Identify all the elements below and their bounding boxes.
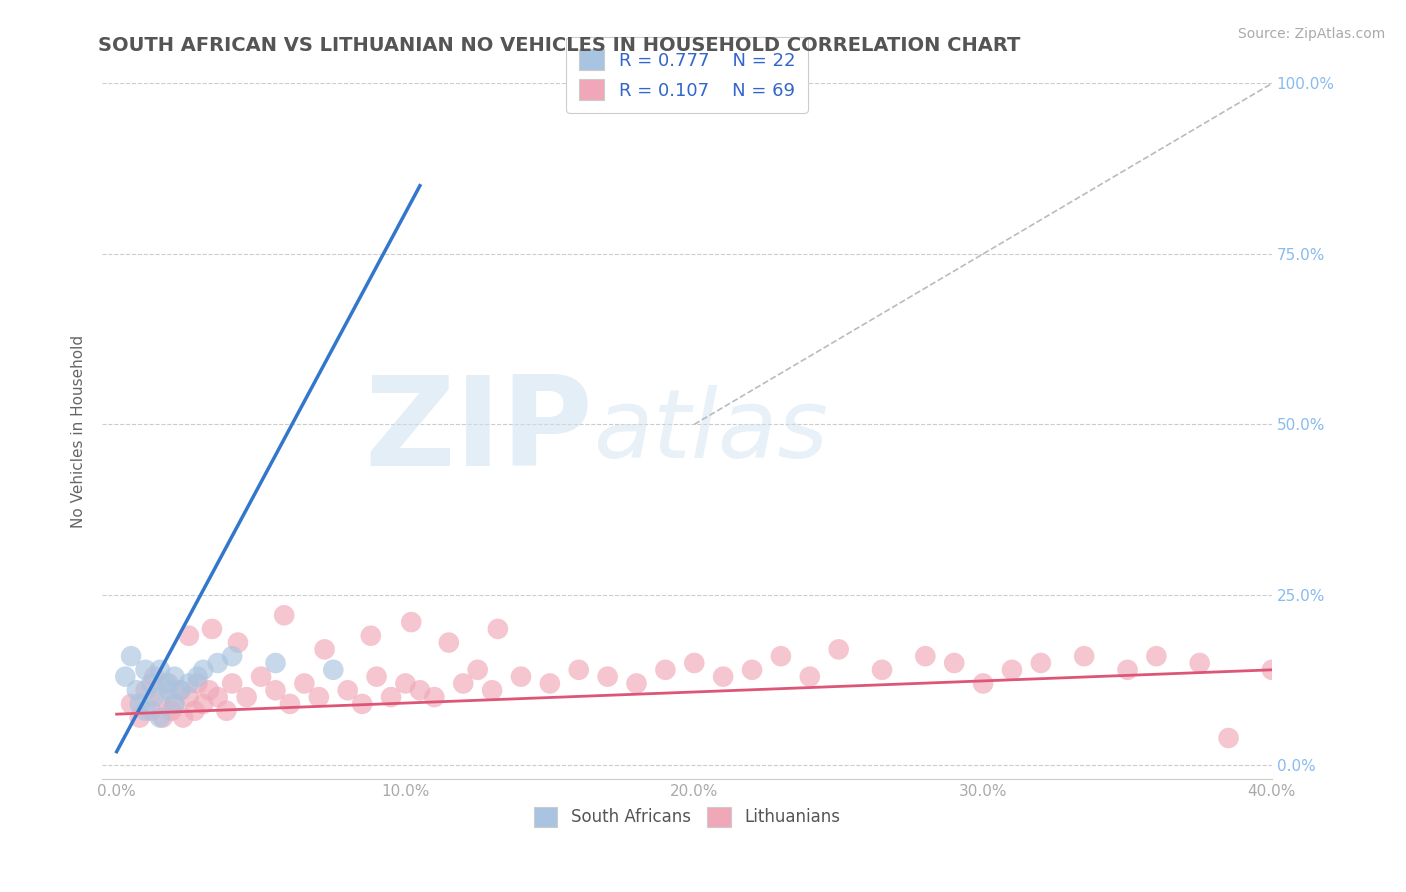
Point: [207, 656, 229, 670]
Point: [366, 670, 388, 684]
Point: [308, 690, 330, 704]
Point: [141, 676, 163, 690]
Point: [157, 683, 180, 698]
Point: [128, 710, 150, 724]
Point: [215, 704, 238, 718]
Point: [360, 629, 382, 643]
Point: [451, 676, 474, 690]
Point: [711, 670, 734, 684]
Point: [221, 649, 243, 664]
Point: [741, 663, 763, 677]
Point: [264, 683, 287, 698]
Point: [143, 670, 166, 684]
Point: [172, 710, 194, 724]
Point: [160, 704, 183, 718]
Point: [828, 642, 851, 657]
Point: [292, 676, 315, 690]
Point: [169, 683, 191, 698]
Point: [399, 615, 422, 629]
Point: [799, 670, 821, 684]
Point: [125, 683, 148, 698]
Point: [120, 649, 142, 664]
Point: [1261, 663, 1284, 677]
Point: [596, 670, 619, 684]
Point: [322, 663, 344, 677]
Point: [135, 683, 157, 698]
Point: [683, 656, 706, 670]
Point: [314, 642, 336, 657]
Point: [352, 697, 374, 711]
Point: [467, 663, 489, 677]
Point: [226, 635, 249, 649]
Point: [1144, 649, 1167, 664]
Point: [1116, 663, 1139, 677]
Point: [135, 663, 157, 677]
Point: [481, 683, 503, 698]
Point: [163, 697, 186, 711]
Point: [437, 635, 460, 649]
Point: [1218, 731, 1240, 745]
Point: [149, 663, 172, 677]
Point: [177, 690, 200, 704]
Point: [870, 663, 893, 677]
Point: [972, 676, 994, 690]
Point: [394, 676, 416, 690]
Point: [177, 629, 200, 643]
Point: [177, 676, 200, 690]
Point: [250, 670, 273, 684]
Point: [143, 690, 166, 704]
Point: [1073, 649, 1095, 664]
Point: [149, 690, 172, 704]
Point: [186, 670, 208, 684]
Point: [235, 690, 257, 704]
Point: [1001, 663, 1024, 677]
Point: [221, 676, 243, 690]
Point: [409, 683, 432, 698]
Text: ZIP: ZIP: [364, 371, 593, 491]
Point: [135, 704, 157, 718]
Point: [1188, 656, 1211, 670]
Point: [486, 622, 509, 636]
Legend: South Africans, Lithuanians: South Africans, Lithuanians: [527, 801, 846, 833]
Point: [654, 663, 676, 677]
Point: [201, 622, 224, 636]
Point: [193, 697, 215, 711]
Point: [157, 676, 180, 690]
Point: [128, 697, 150, 711]
Point: [264, 656, 287, 670]
Point: [943, 656, 966, 670]
Point: [114, 670, 136, 684]
Point: [186, 676, 208, 690]
Point: [193, 663, 215, 677]
Point: [538, 676, 561, 690]
Point: [914, 649, 936, 664]
Point: [278, 697, 301, 711]
Y-axis label: No Vehicles in Household: No Vehicles in Household: [72, 334, 86, 528]
Point: [273, 608, 295, 623]
Point: [510, 670, 533, 684]
Point: [149, 710, 172, 724]
Point: [626, 676, 648, 690]
Point: [423, 690, 446, 704]
Point: [120, 697, 142, 711]
Point: [183, 704, 205, 718]
Point: [169, 683, 191, 698]
Point: [152, 710, 174, 724]
Point: [336, 683, 359, 698]
Point: [380, 690, 402, 704]
Point: [141, 704, 163, 718]
Point: [1029, 656, 1052, 670]
Point: [769, 649, 792, 664]
Text: atlas: atlas: [593, 384, 828, 478]
Point: [163, 697, 186, 711]
Point: [163, 670, 186, 684]
Point: [568, 663, 591, 677]
Point: [155, 676, 177, 690]
Point: [207, 690, 229, 704]
Text: Source: ZipAtlas.com: Source: ZipAtlas.com: [1237, 27, 1385, 41]
Point: [198, 683, 221, 698]
Text: SOUTH AFRICAN VS LITHUANIAN NO VEHICLES IN HOUSEHOLD CORRELATION CHART: SOUTH AFRICAN VS LITHUANIAN NO VEHICLES …: [98, 36, 1021, 54]
